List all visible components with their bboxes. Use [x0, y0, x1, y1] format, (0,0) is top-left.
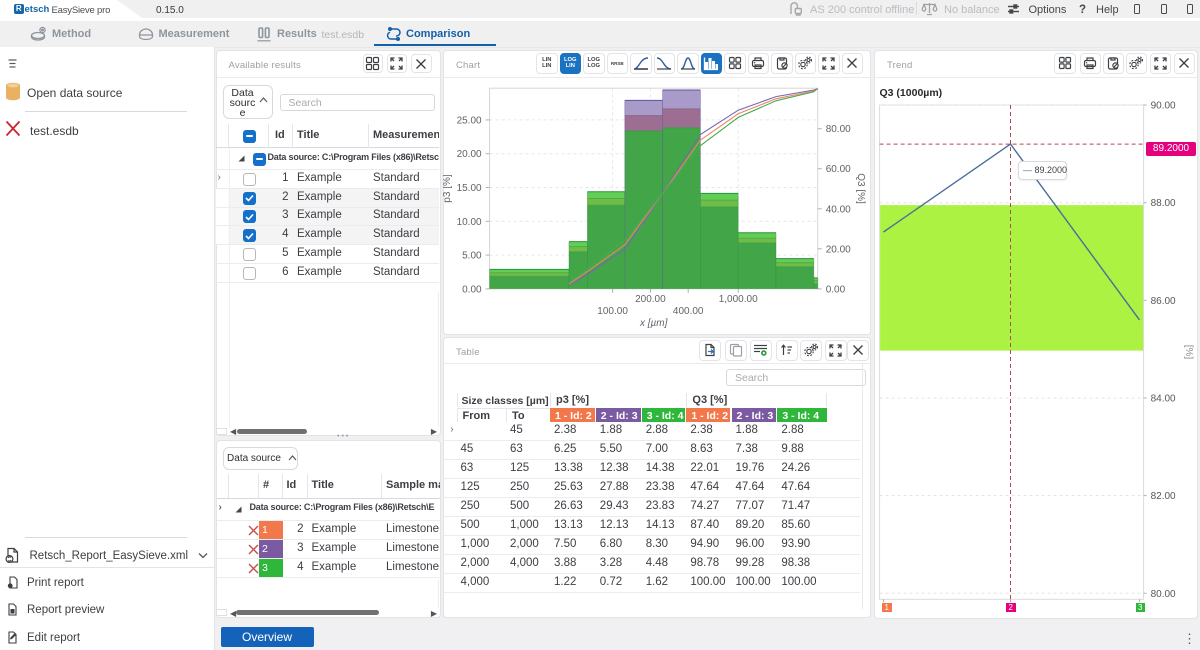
svg-text:60.00: 60.00: [826, 164, 851, 175]
svg-text:[%]: [%]: [1183, 345, 1194, 360]
svg-text:Q3 [%]: Q3 [%]: [855, 173, 866, 204]
svg-text:20.00: 20.00: [457, 149, 482, 160]
svg-text:84.00: 84.00: [1151, 394, 1176, 405]
svg-text:0.00: 0.00: [462, 284, 482, 295]
svg-text:0.00: 0.00: [826, 284, 846, 295]
svg-text:86.00: 86.00: [1151, 296, 1176, 307]
svg-text:82.00: 82.00: [1151, 491, 1176, 502]
svg-text:5.00: 5.00: [462, 251, 482, 262]
svg-text:40.00: 40.00: [826, 204, 851, 215]
svg-text:80.00: 80.00: [1151, 589, 1176, 600]
svg-text:100.00: 100.00: [597, 306, 628, 317]
svg-text:10.00: 10.00: [457, 217, 482, 228]
svg-text:88.00: 88.00: [1151, 198, 1176, 209]
svg-text:200.00: 200.00: [635, 294, 666, 305]
svg-text:25.00: 25.00: [457, 115, 482, 126]
svg-text:15.00: 15.00: [457, 183, 482, 194]
svg-text:x [µm]: x [µm]: [639, 318, 668, 329]
svg-text:20.00: 20.00: [826, 244, 851, 255]
svg-text:400.00: 400.00: [673, 306, 704, 317]
svg-text:p3 [%]: p3 [%]: [443, 174, 453, 203]
svg-text:90.00: 90.00: [1151, 101, 1176, 112]
svg-text:80.00: 80.00: [826, 124, 851, 135]
svg-text:1,000.00: 1,000.00: [719, 294, 758, 305]
